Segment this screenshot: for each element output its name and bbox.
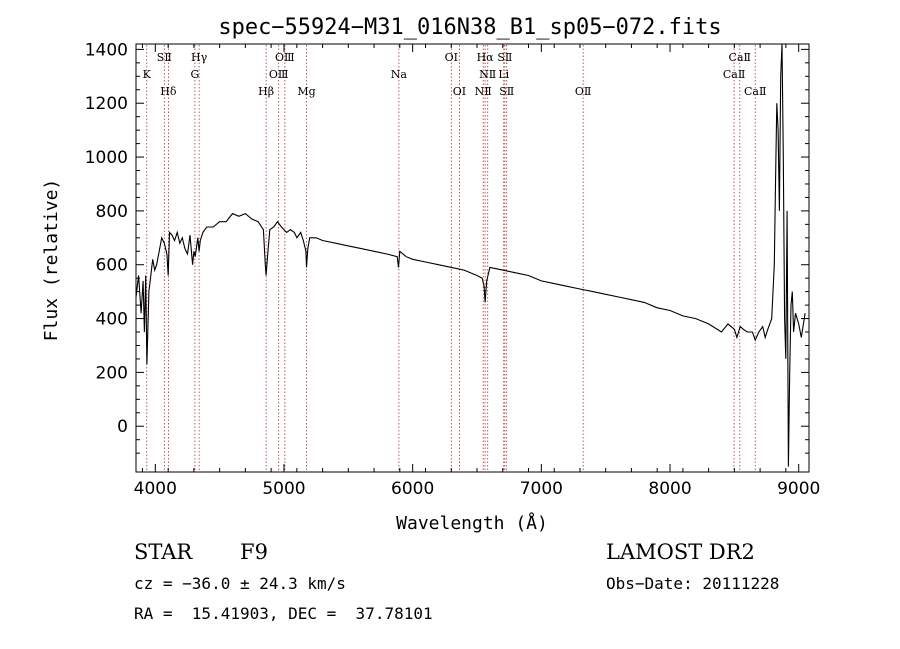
y-tick-label: 1400 — [85, 40, 128, 60]
y-tick-label: 400 — [96, 310, 128, 330]
x-tick-label: 7000 — [520, 479, 563, 499]
line-label: OⅢ — [275, 51, 295, 64]
line-label: Hβ — [258, 85, 274, 98]
line-label: K — [143, 68, 152, 81]
line-label: SⅡ — [157, 51, 172, 64]
line-label: OⅠ — [453, 85, 466, 98]
coordinates-readout: RA = 15.41903, DEC = 37.78101 — [134, 604, 433, 623]
chart-title: spec−55924−M31_016N38_B1_sp05−072.fits — [218, 15, 721, 40]
x-axis-ticks: 4000 5000 6000 7000 8000 9000 — [134, 44, 820, 499]
x-axis-label: Wavelength (Å) — [396, 512, 548, 534]
y-tick-label: 200 — [96, 363, 128, 383]
y-tick-label: 1200 — [85, 94, 128, 114]
x-tick-label: 6000 — [391, 479, 434, 499]
survey-name: LAMOST DR2 — [606, 540, 755, 564]
object-class: STAR — [134, 540, 193, 564]
y-tick-label: 800 — [96, 202, 128, 222]
x-tick-label: 8000 — [648, 479, 691, 499]
line-label: OⅡ — [575, 85, 592, 98]
plot-frame — [135, 43, 810, 473]
object-subclass: F9 — [240, 540, 268, 564]
spectrum-line — [135, 43, 806, 467]
line-label: SⅡ — [497, 51, 512, 64]
y-tick-label: 1000 — [85, 148, 128, 168]
line-label: OⅢ — [269, 68, 289, 81]
line-label: OⅠ — [445, 51, 458, 64]
line-label: Li — [498, 68, 509, 81]
line-label: Hδ — [160, 85, 177, 98]
line-label: Hγ — [191, 51, 208, 64]
line-label: CaⅡ — [744, 85, 766, 98]
x-tick-label: 4000 — [134, 479, 177, 499]
line-label: NⅡ — [479, 68, 496, 81]
line-label: Hα — [477, 51, 495, 64]
y-axis-ticks: 0 200 400 600 800 1000 1200 1400 — [85, 40, 809, 454]
x-tick-label: 5000 — [262, 479, 305, 499]
line-label: Na — [391, 68, 408, 81]
y-tick-label: 0 — [117, 417, 128, 437]
line-label: SⅡ — [499, 85, 514, 98]
line-label: CaⅡ — [729, 51, 751, 64]
observation-date: Obs−Date: 20111228 — [606, 574, 780, 593]
line-label: CaⅡ — [723, 68, 745, 81]
spectral-line-markers — [146, 45, 756, 472]
redshift-readout: cz = −36.0 ± 24.3 km/s — [134, 574, 346, 593]
line-label: Mg — [297, 85, 315, 98]
x-tick-label: 9000 — [777, 479, 820, 499]
line-label: G — [191, 68, 200, 81]
y-axis-label: Flux (relative) — [41, 179, 62, 342]
y-tick-label: 600 — [96, 256, 128, 276]
line-label: NⅡ — [475, 85, 492, 98]
